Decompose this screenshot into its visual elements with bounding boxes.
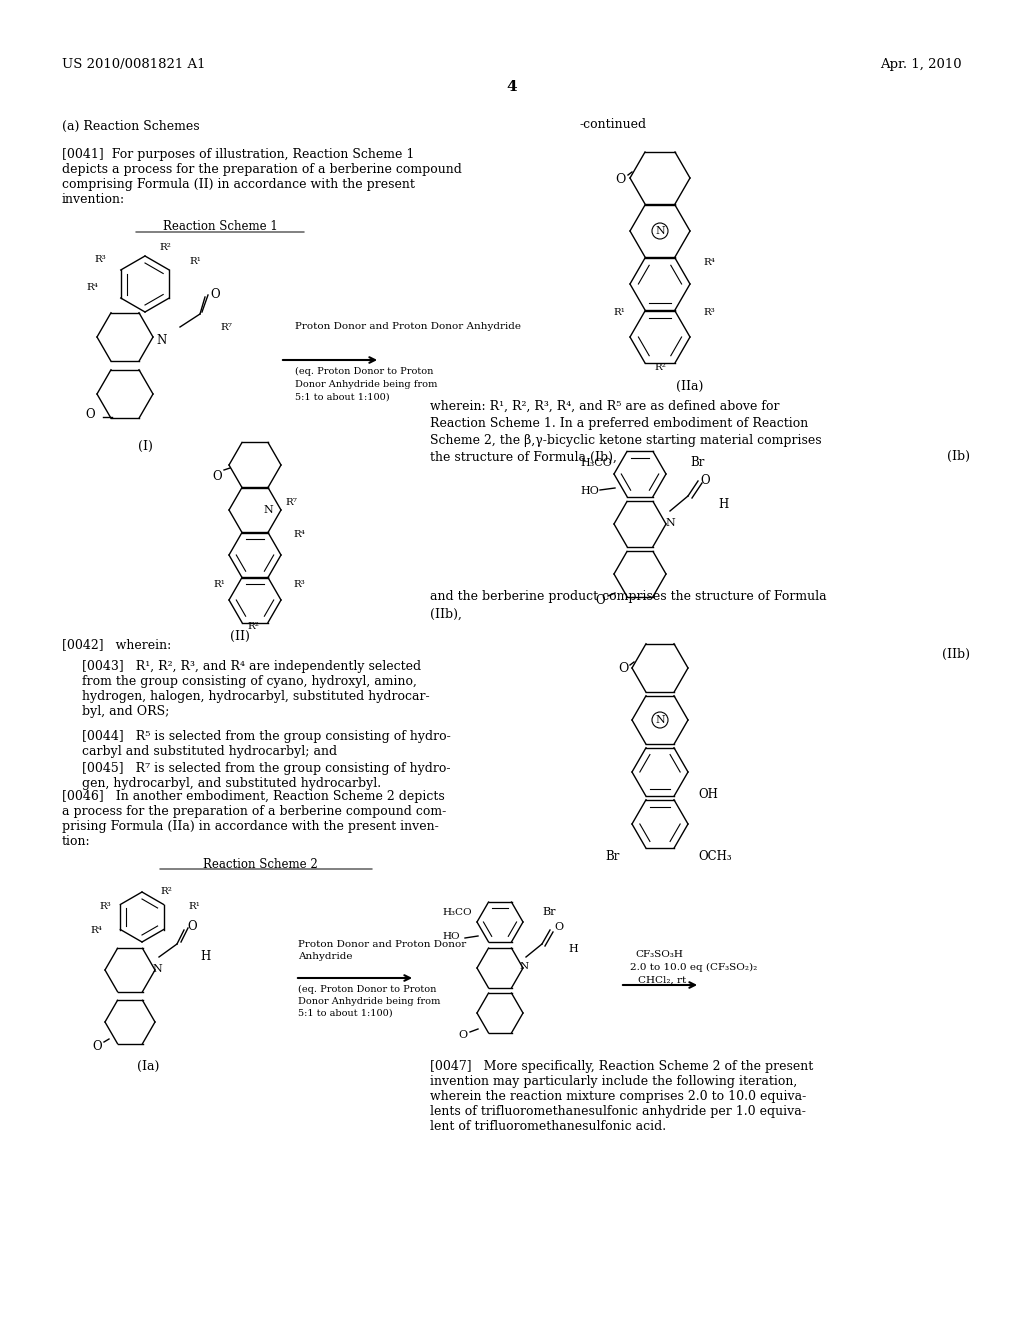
Text: H: H — [200, 950, 210, 964]
Text: (eq. Proton Donor to Proton: (eq. Proton Donor to Proton — [298, 985, 436, 994]
Text: Br: Br — [605, 850, 620, 863]
Text: 5:1 to about 1:100): 5:1 to about 1:100) — [298, 1008, 392, 1018]
Text: O: O — [554, 921, 563, 932]
Text: R⁴: R⁴ — [293, 531, 305, 539]
Text: O: O — [187, 920, 197, 933]
Text: R³: R³ — [293, 579, 305, 589]
Text: US 2010/0081821 A1: US 2010/0081821 A1 — [62, 58, 206, 71]
Text: N: N — [152, 964, 162, 974]
Text: N: N — [665, 517, 675, 528]
Text: OCH₃: OCH₃ — [698, 850, 731, 863]
Text: R⁴: R⁴ — [703, 257, 715, 267]
Text: R⁴: R⁴ — [86, 282, 98, 292]
Text: R²: R² — [654, 363, 666, 372]
Text: Proton Donor and Proton Donor Anhydride: Proton Donor and Proton Donor Anhydride — [295, 322, 521, 331]
Text: (IIb): (IIb) — [942, 648, 970, 661]
Text: wherein: R¹, R², R³, R⁴, and R⁵ are as defined above for: wherein: R¹, R², R³, R⁴, and R⁵ are as d… — [430, 400, 779, 413]
Text: R³: R³ — [99, 902, 111, 911]
Text: and the berberine product comprises the structure of Formula: and the berberine product comprises the … — [430, 590, 826, 603]
Text: R⁴: R⁴ — [90, 927, 101, 935]
Text: O: O — [615, 173, 626, 186]
Text: Reaction Scheme 1: Reaction Scheme 1 — [163, 220, 278, 234]
Text: N: N — [263, 506, 272, 515]
Text: O: O — [212, 470, 221, 483]
Text: Proton Donor and Proton Donor: Proton Donor and Proton Donor — [298, 940, 466, 949]
Text: O: O — [595, 594, 604, 607]
Text: CHCl₂, rt: CHCl₂, rt — [638, 975, 686, 985]
Text: N: N — [157, 334, 167, 346]
Text: O: O — [618, 663, 629, 675]
Text: (a) Reaction Schemes: (a) Reaction Schemes — [62, 120, 200, 133]
Text: CF₃SO₃H: CF₃SO₃H — [635, 950, 683, 960]
Text: (IIa): (IIa) — [676, 380, 703, 393]
Text: (Ia): (Ia) — [137, 1060, 159, 1073]
Text: Donor Anhydride being from: Donor Anhydride being from — [295, 380, 437, 389]
Text: [0043]   R¹, R², R³, and R⁴ are independently selected
from the group consisting: [0043] R¹, R², R³, and R⁴ are independen… — [82, 660, 430, 718]
Text: O: O — [92, 1040, 101, 1053]
Text: R²: R² — [160, 887, 172, 896]
Text: [0041]  For purposes of illustration, Reaction Scheme 1
depicts a process for th: [0041] For purposes of illustration, Rea… — [62, 148, 462, 206]
Text: -continued: -continued — [580, 117, 647, 131]
Text: Reaction Scheme 1. In a preferred embodiment of Reaction: Reaction Scheme 1. In a preferred embodi… — [430, 417, 808, 430]
Text: R²: R² — [159, 243, 171, 252]
Text: (IIb),: (IIb), — [430, 609, 462, 620]
Text: 2.0 to 10.0 eq (CF₃SO₂)₂: 2.0 to 10.0 eq (CF₃SO₂)₂ — [630, 964, 758, 972]
Text: H: H — [718, 498, 728, 511]
Text: 5:1 to about 1:100): 5:1 to about 1:100) — [295, 393, 389, 403]
Text: O: O — [700, 474, 710, 487]
Text: Donor Anhydride being from: Donor Anhydride being from — [298, 997, 440, 1006]
Text: [0045]   R⁷ is selected from the group consisting of hydro-
gen, hydrocarbyl, an: [0045] R⁷ is selected from the group con… — [82, 762, 451, 789]
Text: HO: HO — [580, 486, 599, 496]
Text: R¹: R¹ — [189, 257, 201, 267]
Text: R¹: R¹ — [188, 902, 200, 911]
Text: R¹: R¹ — [613, 308, 625, 317]
Text: R³: R³ — [703, 308, 715, 317]
Text: 4: 4 — [507, 81, 517, 94]
Text: the structure of Formula (Ib),: the structure of Formula (Ib), — [430, 451, 616, 465]
Text: [0047]   More specifically, Reaction Scheme 2 of the present
invention may parti: [0047] More specifically, Reaction Schem… — [430, 1060, 813, 1133]
Text: N: N — [520, 962, 529, 972]
Text: O: O — [85, 408, 95, 421]
Text: H₃CO: H₃CO — [442, 908, 472, 917]
Text: OH: OH — [698, 788, 718, 801]
Text: R³: R³ — [94, 256, 105, 264]
Text: R¹: R¹ — [213, 579, 225, 589]
Text: R⁷: R⁷ — [220, 322, 231, 331]
Text: Scheme 2, the β,γ-bicyclic ketone starting material comprises: Scheme 2, the β,γ-bicyclic ketone starti… — [430, 434, 821, 447]
Text: [0046]   In another embodiment, Reaction Scheme 2 depicts
a process for the prep: [0046] In another embodiment, Reaction S… — [62, 789, 446, 847]
Text: Reaction Scheme 2: Reaction Scheme 2 — [203, 858, 317, 871]
Text: N: N — [655, 226, 665, 236]
Text: [0044]   R⁵ is selected from the group consisting of hydro-
carbyl and substitut: [0044] R⁵ is selected from the group con… — [82, 730, 451, 758]
Text: HO: HO — [442, 932, 460, 941]
Text: O: O — [210, 288, 219, 301]
Text: (I): (I) — [137, 440, 153, 453]
Text: H: H — [568, 944, 578, 954]
Text: H₃CO: H₃CO — [580, 458, 612, 469]
Text: R²: R² — [247, 622, 259, 631]
Text: [0042]   wherein:: [0042] wherein: — [62, 638, 171, 651]
Text: Apr. 1, 2010: Apr. 1, 2010 — [881, 58, 962, 71]
Text: Anhydride: Anhydride — [298, 952, 352, 961]
Text: N: N — [655, 715, 665, 725]
Text: O: O — [458, 1030, 467, 1040]
Text: (II): (II) — [230, 630, 250, 643]
Text: Br: Br — [690, 455, 705, 469]
Text: (Ib): (Ib) — [947, 450, 970, 463]
Text: R⁷: R⁷ — [285, 498, 297, 507]
Text: (eq. Proton Donor to Proton: (eq. Proton Donor to Proton — [295, 367, 433, 376]
Text: Br: Br — [542, 907, 555, 917]
